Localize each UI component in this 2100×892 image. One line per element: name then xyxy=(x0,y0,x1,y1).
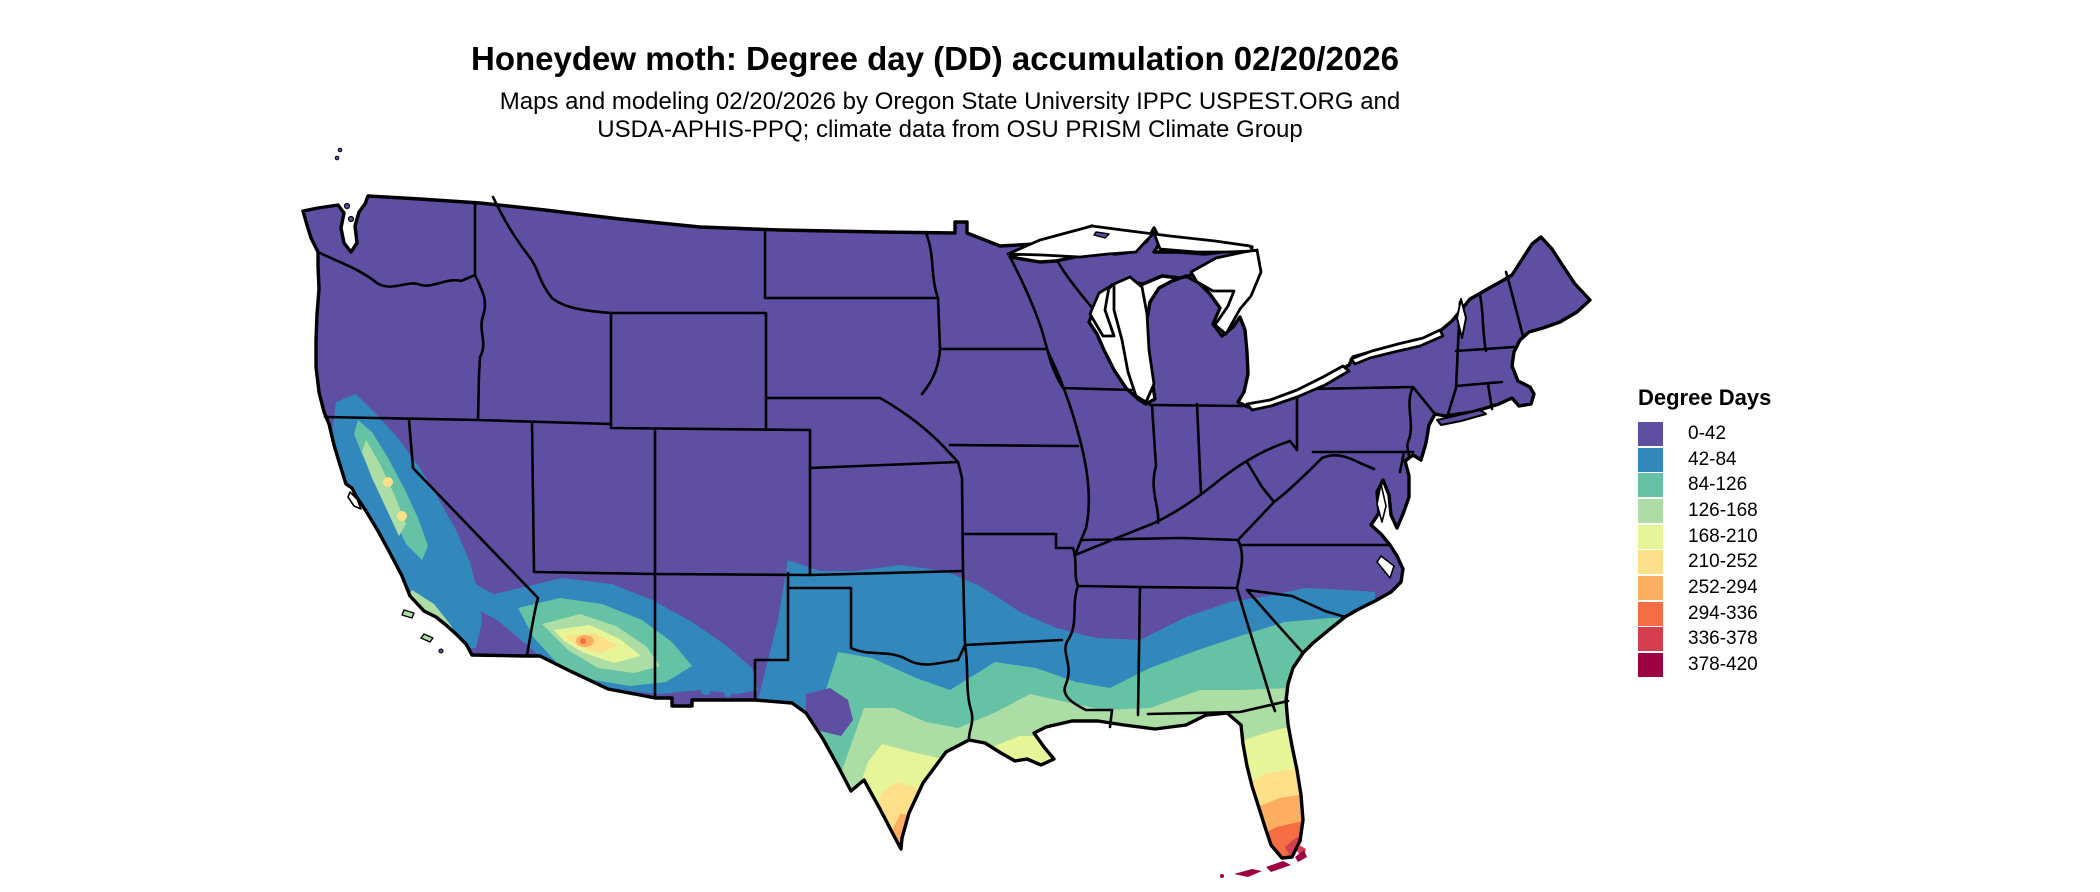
legend-swatch xyxy=(1638,550,1663,575)
map-subtitle-line1: Maps and modeling 02/20/2026 by Oregon S… xyxy=(499,88,1401,115)
long-island xyxy=(1436,409,1487,426)
puget-island xyxy=(343,202,351,210)
state-borders xyxy=(316,195,1525,742)
legend-item: 210-252 xyxy=(1638,549,1771,575)
san-juan-island xyxy=(337,147,343,153)
lake-erie xyxy=(1245,364,1351,412)
lake-huron xyxy=(1189,248,1263,336)
legend-label: 378-420 xyxy=(1688,654,1758,676)
conus-outline xyxy=(301,194,1592,860)
florida-keys xyxy=(1220,845,1307,878)
legend-swatch xyxy=(1638,421,1663,446)
legend-label: 168-210 xyxy=(1688,525,1758,547)
legend-label: 84-126 xyxy=(1688,474,1748,496)
legend-title: Degree Days xyxy=(1638,385,1772,410)
legend-label: 42-84 xyxy=(1688,448,1737,470)
map-subtitle: Maps and modeling 02/20/2026 by Oregon S… xyxy=(500,88,1400,144)
legend-label: 210-252 xyxy=(1688,551,1758,573)
legend-swatch xyxy=(1638,627,1663,652)
legend-item: 84-126 xyxy=(1638,472,1771,498)
legend-item: 336-378 xyxy=(1638,627,1771,653)
legend-swatch xyxy=(1638,601,1663,626)
degree-day-raster xyxy=(303,196,1590,858)
san-francisco-bay xyxy=(347,491,362,510)
islands xyxy=(334,147,1487,654)
legend-item: 42-84 xyxy=(1638,447,1771,473)
channel-island xyxy=(420,633,434,643)
legend-swatch xyxy=(1638,524,1663,549)
lake-champlain xyxy=(1456,298,1467,339)
legend-item: 0-42 xyxy=(1638,421,1771,447)
legend-swatch xyxy=(1638,653,1663,678)
san-juan-island xyxy=(334,155,340,161)
channel-island xyxy=(438,648,444,654)
chesapeake-bay xyxy=(1376,483,1387,523)
isle-royale xyxy=(1093,231,1110,239)
map-title: Honeydew moth: Degree day (DD) accumulat… xyxy=(471,40,1399,78)
legend-item: 252-294 xyxy=(1638,575,1771,601)
legend-item: 294-336 xyxy=(1638,601,1771,627)
legend-label: 126-168 xyxy=(1688,499,1758,521)
legend-label: 0-42 xyxy=(1688,422,1727,444)
puget-island xyxy=(347,215,355,223)
lake-superior xyxy=(1006,224,1255,259)
legend-items: 0-42 42-84 84-126 126-168 168-210 210-252 252-… xyxy=(1638,421,1771,678)
map-subtitle-line2: USDA-APHIS-PPQ; climate data from OSU PR… xyxy=(597,116,1303,143)
legend-label: 336-378 xyxy=(1688,628,1758,650)
channel-island xyxy=(401,609,415,619)
pamlico-sound xyxy=(1376,555,1395,579)
legend-label: 252-294 xyxy=(1688,576,1758,598)
legend-label: 294-336 xyxy=(1688,602,1758,624)
lake-michigan xyxy=(1112,275,1156,404)
green-bay xyxy=(1088,285,1116,338)
legend-item: 168-210 xyxy=(1638,524,1771,550)
legend-item: 126-168 xyxy=(1638,498,1771,524)
legend-swatch xyxy=(1638,447,1663,472)
great-lakes xyxy=(347,224,1467,579)
legend-swatch xyxy=(1638,473,1663,498)
lake-ontario xyxy=(1349,328,1445,366)
legend-swatch xyxy=(1638,498,1663,523)
legend-swatch xyxy=(1638,575,1663,600)
legend: Degree Days 0-42 42-84 84-126 126-168 168-21… xyxy=(1638,385,1771,678)
legend-item: 378-420 xyxy=(1638,652,1771,678)
